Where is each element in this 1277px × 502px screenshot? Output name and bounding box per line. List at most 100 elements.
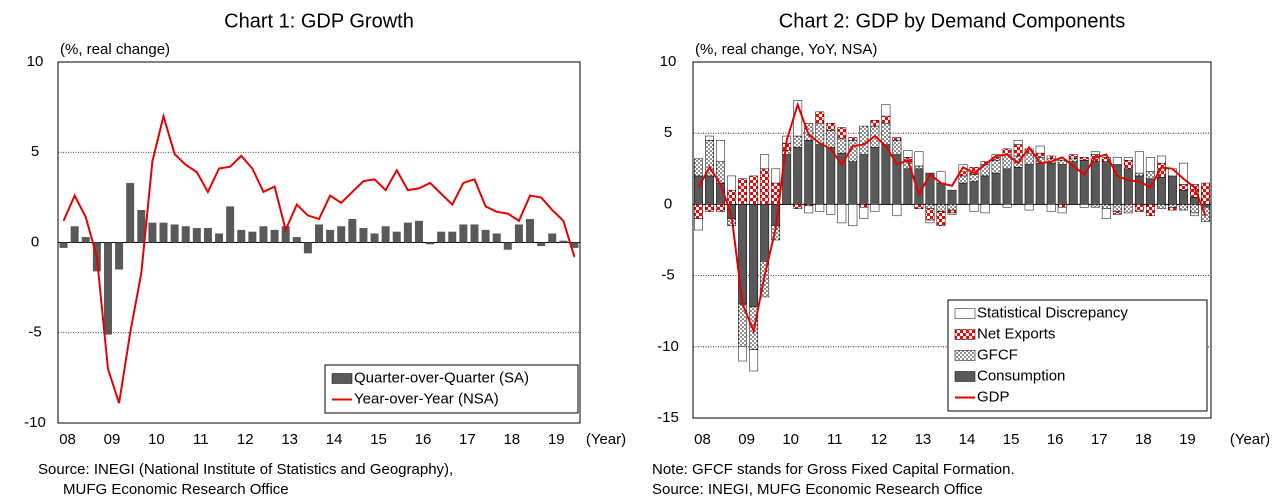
bar-segment — [947, 189, 957, 205]
bar-segment — [848, 204, 858, 227]
bar-segment — [870, 204, 880, 212]
bar-segment — [1167, 204, 1177, 208]
bar-segment — [1112, 157, 1122, 165]
bar — [237, 229, 246, 243]
bar-segment — [1057, 160, 1067, 165]
bar-segment — [903, 168, 913, 205]
bar-segment — [749, 349, 759, 372]
bar-segment — [958, 182, 968, 205]
x-tick-label: 19 — [1179, 431, 1196, 448]
bar-segment — [793, 147, 803, 205]
bar-segment — [1024, 164, 1034, 205]
bar-segment — [716, 140, 725, 162]
bar-segment — [969, 204, 979, 212]
bar-segment — [1123, 204, 1133, 214]
bar-segment — [980, 175, 990, 205]
bar-segment — [1101, 157, 1111, 162]
bar-segment — [892, 204, 902, 217]
bar-segment — [892, 154, 902, 205]
bar-segment — [793, 135, 803, 148]
x-tick-label: 17 — [459, 431, 476, 448]
bar — [437, 231, 446, 243]
bar-segment — [1013, 167, 1023, 205]
bar-segment — [848, 137, 858, 141]
bar — [381, 226, 390, 243]
bar — [226, 206, 235, 243]
bar-segment — [1101, 208, 1111, 219]
bar-segment — [815, 144, 825, 205]
bar — [203, 228, 212, 243]
x-tick-label: 10 — [782, 431, 799, 448]
bar-segment — [1057, 204, 1067, 208]
bar — [70, 226, 79, 243]
bar-segment — [837, 204, 847, 224]
bar-segment — [936, 182, 946, 205]
bar-segment — [1068, 154, 1078, 160]
bar-segment — [804, 205, 814, 214]
bar-segment — [936, 204, 946, 212]
bar-segment — [881, 122, 891, 145]
bar-segment — [1079, 157, 1089, 161]
note: MUFG Economic Research Office — [63, 481, 289, 498]
y-unit: (%, real change) — [60, 41, 170, 58]
note: Source: INEGI (National Institute of Sta… — [38, 461, 453, 478]
bar-segment — [991, 172, 1001, 205]
bar-segment — [1167, 175, 1177, 205]
bar-segment — [859, 204, 869, 208]
bar-segment — [870, 147, 880, 205]
x-tick-label: 18 — [1135, 431, 1152, 448]
bar-segment — [1079, 204, 1089, 208]
bar — [492, 233, 501, 243]
bar-segment — [892, 140, 902, 155]
bar — [248, 231, 257, 243]
y-tick-label: 10 — [660, 53, 677, 70]
bar-segment — [705, 204, 714, 212]
x-tick-label: 12 — [237, 431, 254, 448]
legend-swatch — [331, 373, 353, 384]
bar-segment — [1035, 152, 1045, 158]
bar — [359, 228, 368, 243]
bar — [137, 210, 146, 243]
bar-segment — [870, 120, 880, 127]
bar-segment — [826, 130, 836, 148]
bar-segment — [859, 125, 869, 155]
bar-segment — [1013, 140, 1023, 145]
bar-segment — [1112, 204, 1122, 212]
bar — [326, 229, 335, 243]
bar-segment — [1035, 145, 1045, 154]
bar-segment — [969, 174, 979, 182]
chart-title: Chart 1: GDP Growth — [224, 10, 414, 32]
x-tick-label: 08 — [694, 431, 711, 448]
line — [697, 101, 1207, 335]
bar-segment — [947, 204, 957, 211]
bar — [537, 242, 546, 247]
bar — [403, 222, 412, 243]
y-tick-label: 5 — [31, 143, 39, 160]
legend-label: Statistical Discrepancy — [977, 304, 1128, 321]
legend-box — [947, 299, 1208, 412]
line — [62, 112, 576, 404]
bar — [548, 233, 557, 243]
x-tick-label: 14 — [326, 431, 343, 448]
bar-segment — [694, 218, 703, 231]
bar-segment — [1057, 206, 1067, 214]
bar-segment — [1068, 158, 1078, 162]
bar — [315, 224, 323, 243]
bar-segment — [881, 115, 891, 124]
bar-segment — [1046, 155, 1056, 160]
y-tick-label: 0 — [31, 233, 39, 250]
bar-segment — [969, 181, 979, 205]
bar-segment — [771, 168, 781, 184]
bar-segment — [1046, 162, 1056, 205]
bar — [281, 226, 290, 243]
y-tick-label: -5 — [28, 324, 41, 341]
bar-segment — [1134, 151, 1144, 174]
bar — [414, 220, 423, 243]
bar-segment — [1002, 204, 1012, 208]
x-tick-label: 17 — [1091, 431, 1108, 448]
bar-segment — [727, 175, 737, 191]
bar-segment — [837, 127, 847, 140]
legend-swatch — [954, 371, 976, 382]
bar-segment — [1090, 151, 1100, 155]
x-tick-label: 14 — [959, 431, 976, 448]
